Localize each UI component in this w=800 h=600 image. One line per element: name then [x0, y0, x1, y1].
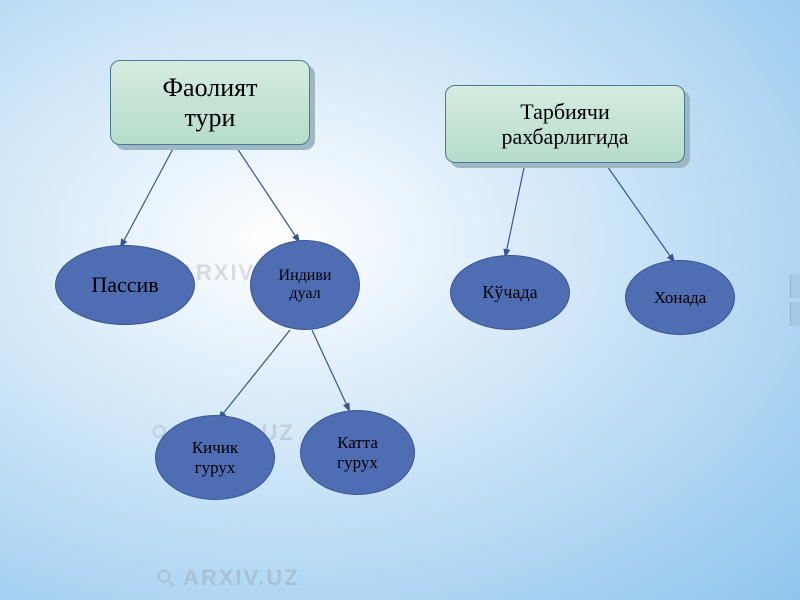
node-faoliyat: Фаолият тури — [110, 60, 310, 145]
node-tarbiyachi-label: Тарбиячи рахбарлигида — [501, 99, 628, 150]
node-faoliyat-label: Фаолият тури — [163, 73, 258, 133]
node-katta-label: Катта гурух — [337, 433, 378, 472]
node-katta: Катта гурух — [300, 410, 415, 495]
slide-nav-next[interactable] — [790, 302, 800, 326]
watermark-4: ARXIV.UZ — [155, 565, 300, 591]
node-tarbiyachi: Тарбиячи рахбарлигида — [445, 85, 685, 163]
node-kichik: Кичик гурух — [155, 415, 275, 500]
search-icon — [155, 567, 177, 589]
node-xonada-label: Хонада — [654, 288, 707, 308]
node-passiv: Пассив — [55, 245, 195, 325]
slide-nav — [790, 274, 800, 326]
node-kuchada: Кўчада — [450, 255, 570, 330]
watermark-text: ARXIV.UZ — [183, 565, 300, 591]
node-xonada: Хонада — [625, 260, 735, 335]
node-passiv-label: Пассив — [91, 272, 158, 297]
node-kichik-label: Кичик гурух — [192, 438, 238, 477]
node-individ: Индиви дуал — [250, 240, 360, 330]
node-kuchada-label: Кўчада — [482, 282, 537, 303]
node-individ-label: Индиви дуал — [279, 267, 332, 304]
slide-nav-prev[interactable] — [790, 274, 800, 298]
